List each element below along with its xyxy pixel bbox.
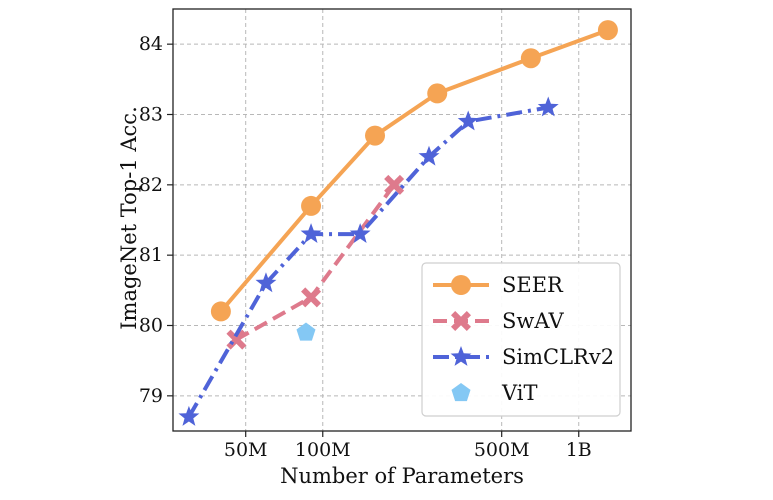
- swav-point: [384, 174, 405, 195]
- legend-label: SEER: [502, 273, 564, 297]
- plot-frame: [172, 8, 632, 432]
- legend-label: SwAV: [502, 309, 564, 333]
- legend-swatch-marker: [451, 275, 471, 295]
- seer-point: [427, 83, 448, 104]
- series-swav: [226, 174, 405, 350]
- seer-point: [597, 20, 618, 41]
- y-tick-label: 81: [139, 244, 163, 266]
- simclrv2-point: [349, 223, 371, 243]
- series-seer: [210, 20, 618, 322]
- seer-point: [365, 125, 386, 146]
- legend-box: [421, 262, 621, 417]
- vit-point: [296, 322, 316, 341]
- simclrv2-point: [300, 223, 322, 243]
- y-tick-label: 84: [139, 33, 163, 55]
- simclrv2-point: [178, 405, 200, 426]
- x-tick-label: 500M: [474, 439, 530, 461]
- legend-label: SimCLRv2: [502, 345, 614, 369]
- series-layer: [178, 20, 618, 426]
- y-axis-label: ImageNet Top-1 Acc.: [117, 106, 141, 329]
- series-vit: [296, 322, 316, 341]
- swav-point: [226, 329, 247, 350]
- x-tick-label: 1B: [566, 439, 592, 461]
- y-tick-label: 79: [139, 385, 163, 407]
- simclrv2-point: [418, 145, 440, 166]
- legend-item-swav: SwAV: [433, 309, 564, 333]
- y-tick-label: 82: [139, 174, 163, 196]
- x-tick-label: 50M: [224, 439, 268, 461]
- seer-point: [210, 301, 231, 322]
- legend-swatch-marker: [451, 383, 471, 402]
- plot-border: [172, 8, 632, 432]
- simclrv2-point: [457, 110, 479, 131]
- seer-line: [219, 28, 609, 313]
- simclrv2-point: [537, 96, 559, 117]
- simclrv2-point: [255, 272, 277, 293]
- seer-point: [520, 48, 541, 69]
- x-axis-label: Number of Parameters: [280, 464, 524, 488]
- legend-swatch-marker: [450, 346, 472, 366]
- legend: SEER SwAV SimCLRv2 ViT: [421, 262, 621, 417]
- legend-swatch-marker: [451, 311, 471, 331]
- seer-point: [301, 195, 322, 216]
- axis-ticks: 50M 100M 500M 1B 79 80 81 82 83 84: [139, 33, 592, 461]
- y-tick-label: 83: [139, 104, 163, 126]
- legend-item-vit: ViT: [451, 381, 538, 405]
- y-tick-label: 80: [139, 315, 163, 337]
- legend-label: ViT: [501, 381, 538, 405]
- legend-item-seer: SEER: [433, 273, 564, 297]
- x-tick-label: 100M: [295, 439, 351, 461]
- swav-point: [301, 287, 322, 308]
- legend-item-simclrv2: SimCLRv2: [433, 345, 614, 369]
- series-simclrv2: [178, 96, 559, 426]
